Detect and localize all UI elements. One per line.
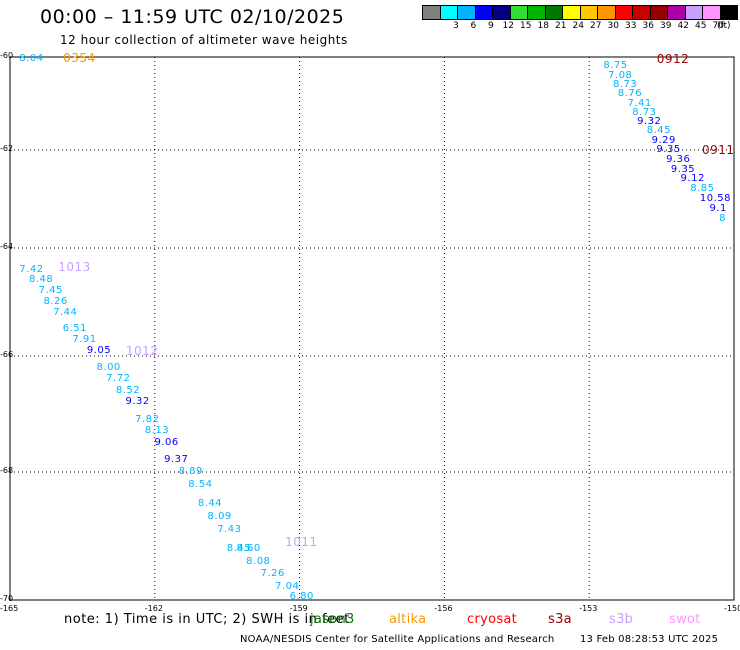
- pass-time-label: 1013: [58, 259, 91, 274]
- color-scale-unit: (ft): [717, 21, 731, 31]
- color-swatch: [719, 5, 738, 20]
- satellite-legend-item: s3a: [548, 612, 572, 627]
- satellite-legend-item: altika: [389, 612, 427, 627]
- swh-value-label: 7.41: [627, 97, 652, 109]
- x-axis-tick-label: -159: [289, 604, 308, 613]
- y-axis-tick-label: -64: [0, 242, 14, 251]
- swh-value-label: 7.44: [53, 306, 78, 318]
- swh-value-label: 9.32: [637, 116, 662, 128]
- swh-value-label: 8.44: [197, 498, 223, 509]
- swh-value-label: 8.00: [96, 361, 121, 373]
- swh-value-label: 6.80: [289, 590, 314, 602]
- pass-time-label: 1012: [125, 343, 159, 358]
- generated-timestamp: 13 Feb 08:28:53 UTC 2025: [580, 634, 719, 645]
- swh-value-label: 7.42: [19, 263, 44, 275]
- swh-value-label: 8.09: [207, 510, 232, 522]
- x-axis-tick-label: -162: [144, 604, 163, 613]
- plot-frame: [9, 56, 735, 601]
- color-swatch-label: 45: [695, 21, 707, 31]
- color-swatch-label: 70: [712, 21, 724, 31]
- color-swatch-label: 9: [488, 21, 494, 31]
- swh-value-label: 8.75: [603, 60, 628, 72]
- swh-value-label: 8.48: [28, 274, 54, 286]
- y-axis-tick-label: -60: [0, 51, 14, 60]
- pass-time-label: 1011: [285, 535, 318, 550]
- satellite-legend-item: cryosat: [467, 612, 518, 627]
- swh-value-label: 7.91: [72, 333, 97, 345]
- color-swatch-label: 39: [660, 21, 672, 31]
- footer-note: note: 1) Time is in UTC; 2) SWH is in fe…: [64, 612, 350, 627]
- swh-value-label: 8.76: [617, 88, 643, 100]
- swh-value-label: 8.60: [236, 542, 261, 554]
- color-swatch-label: 24: [572, 21, 584, 31]
- swh-value-label: 8.73: [612, 78, 638, 90]
- y-axis-tick-label: -66: [0, 350, 14, 359]
- swh-value-label: 9.1: [709, 202, 727, 214]
- x-axis-tick-label: -156: [434, 604, 453, 613]
- x-axis-tick-label: -153: [579, 604, 598, 613]
- swh-value-label: 9.32: [125, 396, 150, 408]
- swh-value-label: 8: [719, 212, 727, 224]
- y-axis-tick-label: -70: [0, 594, 14, 603]
- swh-value-label: 9.35: [656, 144, 681, 155]
- swh-value-label: 8.13: [144, 425, 170, 437]
- swh-value-label: 9.06: [154, 437, 179, 448]
- swh-value-label: 8.52: [115, 384, 141, 396]
- color-swatch-label: 3: [453, 21, 459, 31]
- x-axis-tick-label: -150: [724, 604, 740, 613]
- y-axis-tick-label: -62: [0, 144, 14, 153]
- swh-value-label: 9.29: [651, 134, 676, 146]
- swh-value-label: 8.73: [632, 106, 657, 118]
- swh-value-label: 9.37: [164, 454, 189, 466]
- swh-value-label: 9.36: [666, 153, 691, 165]
- color-swatch-label: 27: [590, 21, 602, 31]
- swh-value-label: 9.12: [680, 173, 705, 185]
- swh-value-label: 9.05: [86, 344, 112, 356]
- swh-value-label: 8.85: [690, 183, 715, 195]
- color-swatch-label: 42: [677, 21, 689, 31]
- swh-value-label: 7.43: [217, 523, 242, 535]
- satellite-legend-item: jason3: [310, 612, 355, 627]
- satellite-legend-item: swot: [669, 612, 701, 627]
- swh-value-label: 7.08: [608, 69, 633, 81]
- color-swatch-label: 21: [555, 21, 567, 31]
- swh-value-label: 7.45: [38, 285, 63, 297]
- color-swatch-label: 18: [537, 21, 549, 31]
- map-subtitle: 12 hour collection of altimeter wave hei…: [60, 33, 348, 47]
- satellite-legend-item: s3b: [609, 612, 634, 627]
- swh-value-label: 8.26: [43, 296, 68, 307]
- swh-value-label: 7.04: [275, 581, 300, 593]
- y-axis-tick-label: -68: [0, 466, 14, 475]
- swh-value-label: 8.54: [188, 478, 213, 490]
- swh-value-label: 8.04: [19, 53, 44, 65]
- color-swatch-label: 33: [625, 21, 637, 31]
- swh-value-label: 7.82: [135, 413, 160, 425]
- swh-value-label: 8.08: [246, 555, 271, 567]
- swh-value-label: 10.58: [699, 193, 731, 204]
- swh-value-label: 8.89: [178, 466, 203, 477]
- swh-value-label: 9.35: [670, 163, 696, 175]
- color-swatch-label: 30: [607, 21, 619, 31]
- credit-text: NOAA/NESDIS Center for Satellite Applica…: [240, 634, 555, 645]
- color-swatch-label: 12: [502, 21, 514, 31]
- color-swatch-label: 15: [520, 21, 532, 31]
- map-title: 00:00 – 11:59 UTC 02/10/2025: [40, 6, 345, 28]
- swh-value-label: 8.45: [646, 125, 672, 137]
- swh-value-label: 7.26: [260, 568, 285, 580]
- x-axis-tick-label: -165: [0, 604, 19, 613]
- swh-value-label: 7.72: [106, 373, 131, 385]
- color-swatch-label: 6: [470, 21, 477, 31]
- swh-value-label: 6.51: [62, 323, 87, 334]
- color-swatch-label: 36: [642, 21, 654, 31]
- pass-time-label: 0354: [63, 50, 96, 65]
- pass-time-label: 0911: [702, 143, 735, 157]
- pass-time-label: 0912: [656, 52, 690, 67]
- swh-value-label: 8.45: [226, 542, 252, 554]
